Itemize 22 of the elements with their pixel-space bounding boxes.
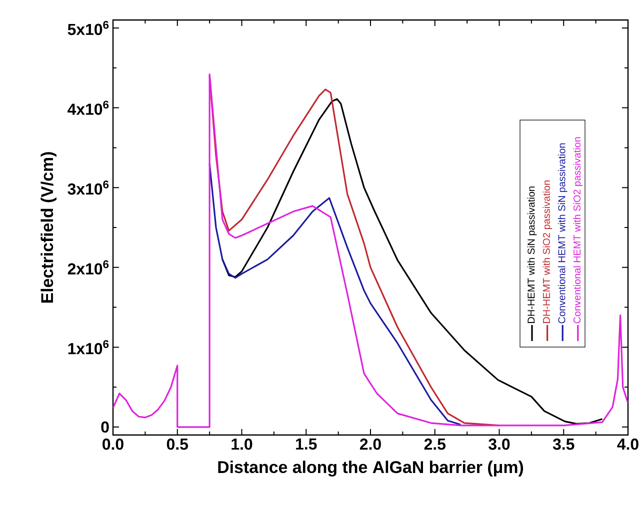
x-axis-title: Distance along the AlGaN barrier (μm) (218, 460, 524, 477)
y-tick-label: 5x10$^{6}$ (68, 20, 109, 36)
y-tick-label: 0 (101, 421, 109, 433)
line-series (222, 98, 604, 425)
y-tick-label: 2x10$^{6}$ (68, 260, 109, 275)
x-tick-label: 3.5 (552, 438, 574, 450)
y-tick-label: 1x10$^{6}$ (68, 340, 109, 354)
x-tick-label: 1.5 (296, 438, 317, 450)
y-tick-label: 4x10$^{6}$ (68, 100, 109, 115)
x-tick-label: 1.0 (232, 438, 252, 450)
text: Conventional HEMT with SiO2 passivation (573, 137, 583, 324)
text: Conventional HEMT with SiN passivation (558, 143, 568, 324)
x-tick-label: 0.0 (102, 438, 124, 450)
x-tick-label: 3.0 (488, 438, 510, 450)
x-tick-label: 2.0 (360, 438, 381, 450)
x-tick-label: 0.5 (166, 438, 188, 450)
x-tick-label: 2.5 (424, 438, 446, 450)
y-tick-label: 3x10$^{6}$ (68, 180, 109, 195)
text: DH-HEMT with SiN passivation (527, 186, 537, 323)
y-axis-title: Electricfield (V/cm) (40, 152, 56, 303)
x-tick-label: 4.0 (617, 438, 638, 450)
text: DH-HEMT with SiO2 passivation (542, 180, 552, 323)
